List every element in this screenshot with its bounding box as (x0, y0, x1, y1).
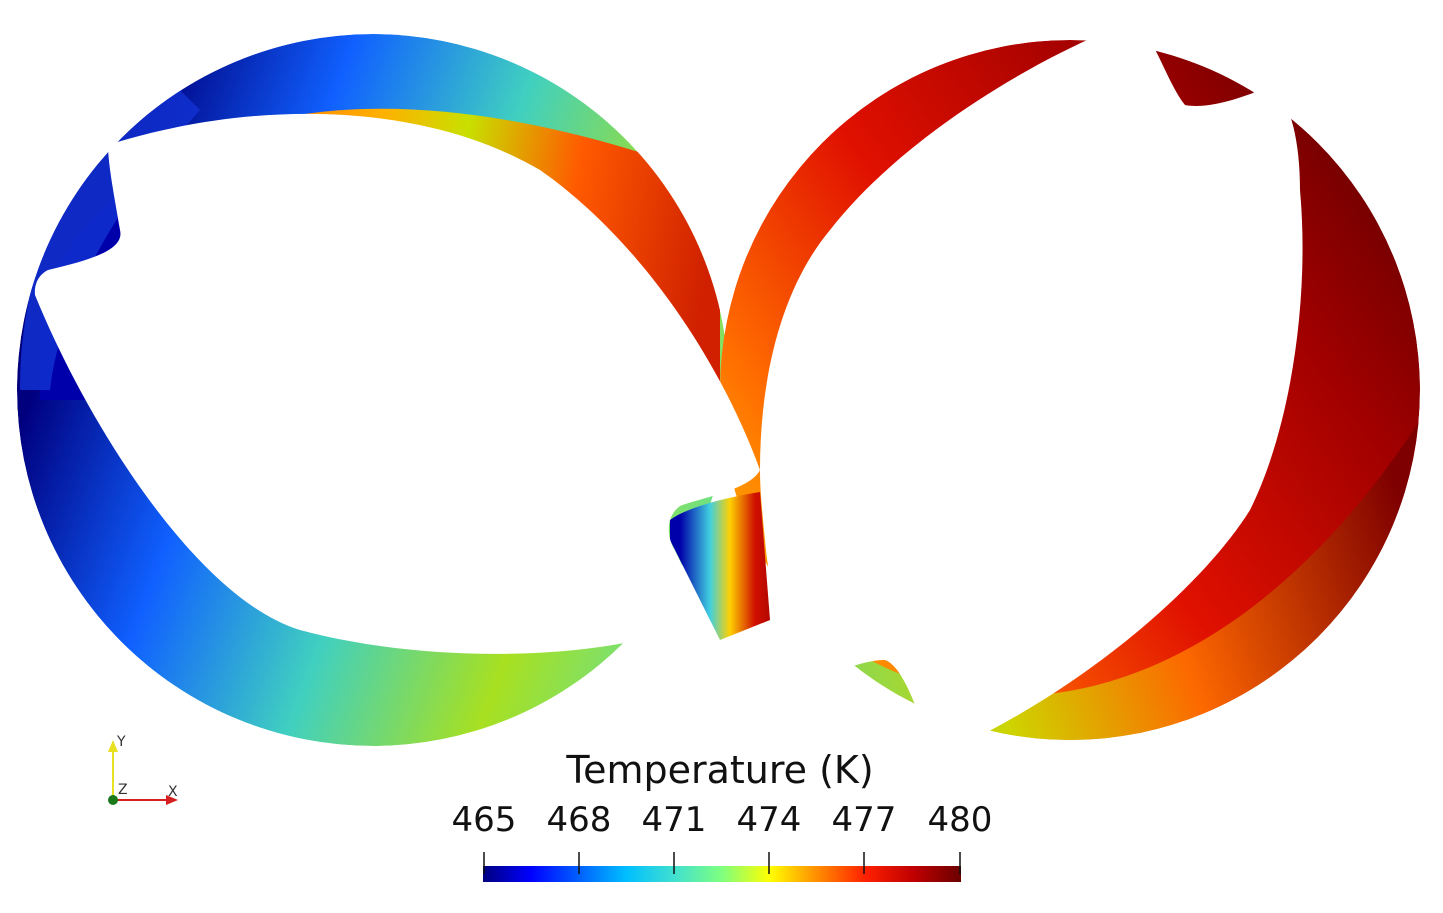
colorbar-ticks (483, 852, 961, 874)
right-rotor (760, 22, 1303, 749)
orientation-axes (108, 740, 178, 805)
x-axis-label: X (168, 784, 178, 800)
legend-tick-label: 465 (451, 800, 517, 840)
legend-tick-label: 480 (927, 800, 993, 840)
x-axis-arrow (166, 795, 178, 805)
z-axis-label: Z (118, 782, 128, 798)
legend-tick-label: 471 (641, 800, 707, 840)
legend-title: Temperature (K) (566, 748, 874, 792)
y-axis-label: Y (117, 734, 126, 750)
z-axis-dot (108, 795, 118, 805)
left-rotor (34, 113, 760, 654)
legend-tick-label: 477 (831, 800, 897, 840)
y-axis-arrow (108, 740, 118, 752)
legend-tick-label: 468 (546, 800, 612, 840)
cusp-region (670, 492, 770, 640)
colorbar (483, 866, 961, 882)
legend-tick-label: 474 (736, 800, 802, 840)
